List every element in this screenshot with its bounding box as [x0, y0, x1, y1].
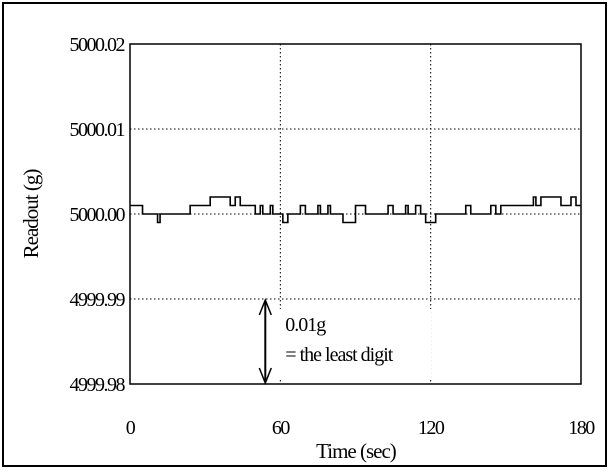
annotation-arrowhead-bottom — [258, 367, 272, 386]
chart-frame — [2, 2, 607, 467]
annotation-text-line: = the least digit — [285, 344, 393, 366]
y-tick-label: 5000.02 — [70, 34, 125, 56]
x-tick-label: 60 — [272, 417, 291, 439]
annotation-text-line: 0.01g — [285, 314, 326, 336]
annotation-group: 0.01g = the least digit — [258, 297, 432, 386]
y-tick-label: 4999.99 — [70, 289, 126, 311]
y-axis-ticks: 4999.98 4999.99 5000.00 5000.01 5000.02 — [70, 34, 128, 396]
x-axis-ticks: 0 60 120 180 — [126, 417, 597, 439]
plot-area — [129, 43, 582, 385]
annotation-text-background — [279, 309, 432, 379]
x-tick-label: 180 — [568, 417, 595, 439]
x-tick-label: 120 — [418, 417, 445, 439]
y-tick-label: 5000.00 — [70, 204, 126, 226]
x-axis-label: Time (sec) — [316, 439, 397, 463]
y-tick-label: 4999.98 — [70, 374, 126, 396]
y-axis-label: Readout (g) — [19, 169, 43, 259]
annotation-arrowhead-top — [258, 297, 272, 316]
y-tick-label: 5000.01 — [70, 119, 125, 141]
x-tick-label: 0 — [126, 417, 136, 439]
readout-series-line — [130, 196, 581, 224]
